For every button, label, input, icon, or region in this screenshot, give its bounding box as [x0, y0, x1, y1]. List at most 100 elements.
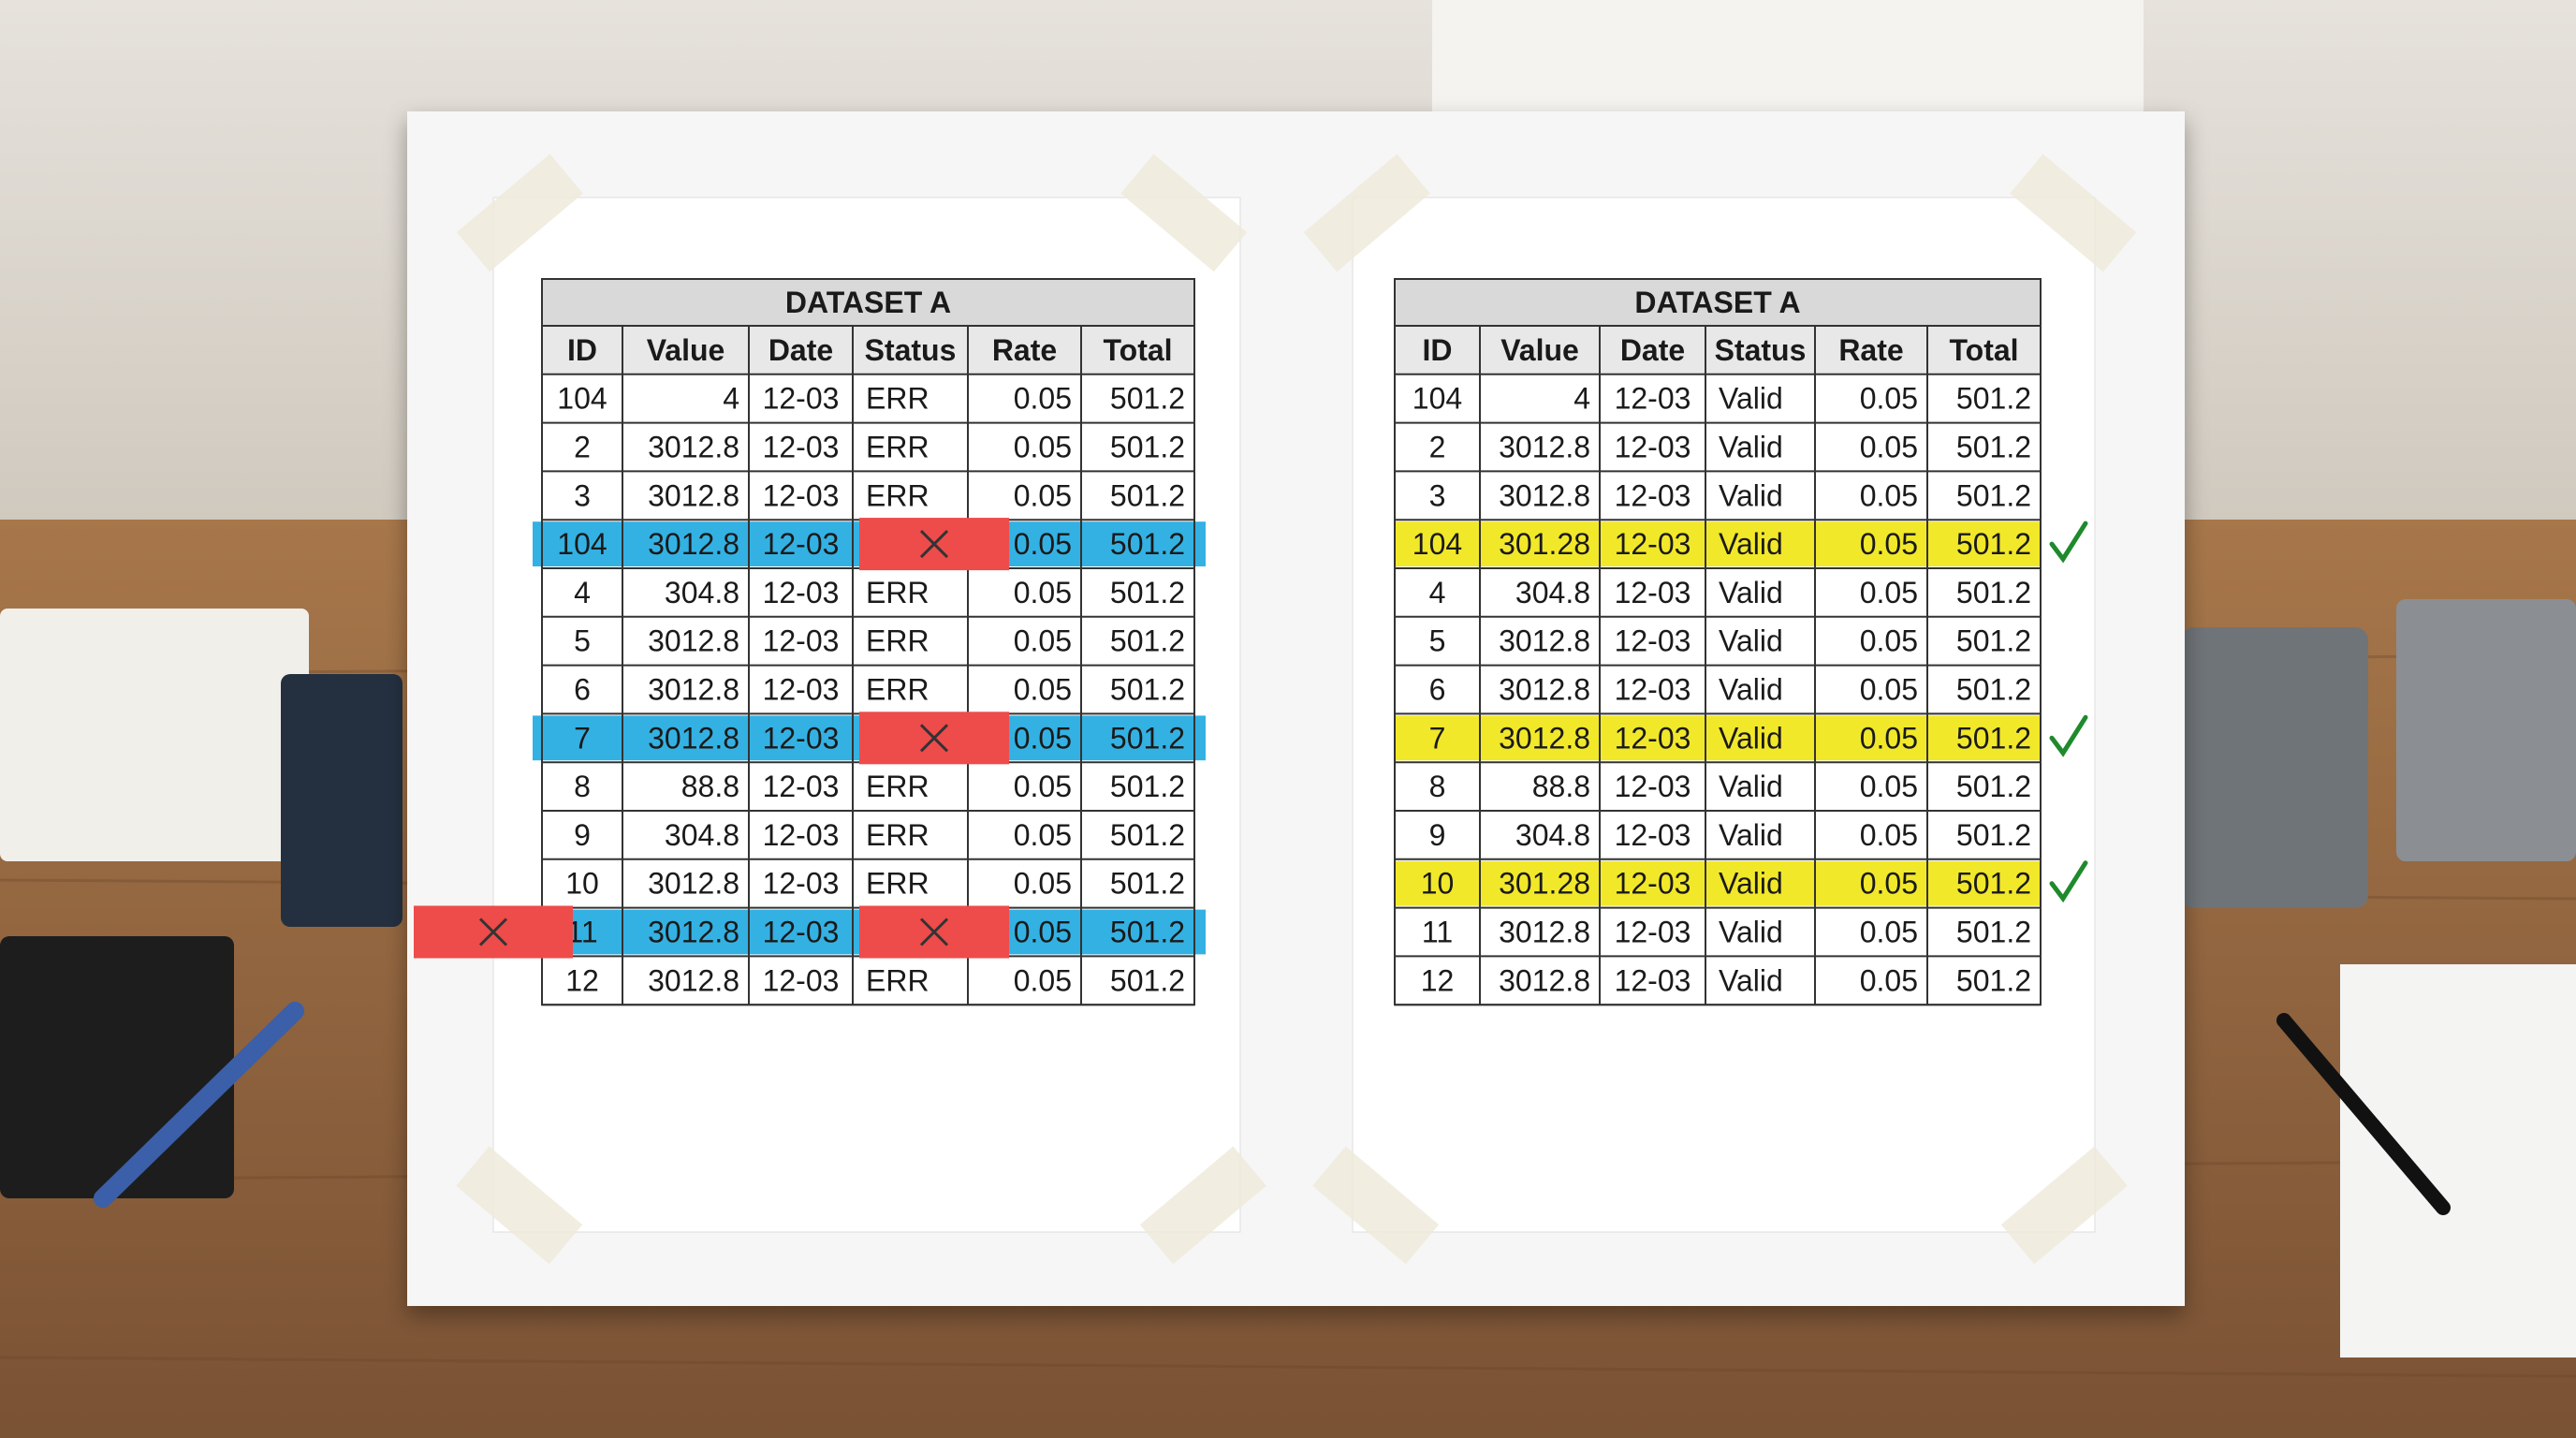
- cell: 12-03: [1615, 624, 1691, 658]
- cell: 0.05: [1014, 818, 1072, 852]
- header-row: [542, 326, 1194, 374]
- cell: 0.05: [1014, 527, 1072, 561]
- cell: 104: [557, 527, 607, 561]
- cell: 4: [723, 382, 739, 416]
- cell: 501.2: [1956, 673, 2031, 707]
- cell: 104: [1412, 382, 1462, 416]
- cell: 301.28: [1499, 867, 1590, 901]
- cell: 501.2: [1110, 673, 1185, 707]
- cell: 12-03: [1615, 431, 1691, 464]
- cell: 12-03: [1615, 673, 1691, 707]
- cell: Valid: [1719, 721, 1783, 755]
- cell: Valid: [1719, 818, 1783, 852]
- cell: 12-03: [1615, 818, 1691, 852]
- cell: 3012.8: [1499, 673, 1590, 707]
- column-header: Rate: [1838, 333, 1903, 367]
- cell: 7: [1429, 721, 1446, 755]
- cell: 0.05: [1860, 721, 1918, 755]
- cell: 0.05: [1860, 770, 1918, 803]
- cell: 0.05: [1014, 382, 1072, 416]
- cell: 501.2: [1110, 963, 1185, 997]
- x-mark: [478, 917, 508, 946]
- check-mark: [2049, 714, 2088, 757]
- cell: 12-03: [763, 576, 840, 609]
- cell: 2: [1429, 431, 1446, 464]
- pen-holder: [2396, 599, 2576, 861]
- cell: 3: [1429, 478, 1446, 512]
- cell: 104: [557, 382, 607, 416]
- cell: 501.2: [1110, 527, 1185, 561]
- column-header: Value: [647, 333, 725, 367]
- cell: 0.05: [1014, 431, 1072, 464]
- cell: 501.2: [1110, 576, 1185, 609]
- cell: 9: [574, 818, 591, 852]
- cell: 501.2: [1956, 867, 2031, 901]
- cell: 501.2: [1956, 963, 2031, 997]
- cell: Valid: [1719, 867, 1783, 901]
- cell: 10: [1421, 867, 1455, 901]
- cell: Valid: [1719, 382, 1783, 416]
- cell: 12-03: [763, 673, 840, 707]
- cell: 0.05: [1860, 963, 1918, 997]
- cell: 3012.8: [648, 478, 739, 512]
- cell: 11: [1422, 916, 1453, 949]
- cell: Valid: [1719, 916, 1783, 949]
- table-title: DATASET A: [1634, 286, 1800, 319]
- cell: ERR: [866, 382, 929, 416]
- pen: [2276, 1013, 2451, 1215]
- row-highlight: [1395, 715, 2041, 761]
- cell: 12-03: [1615, 770, 1691, 803]
- cell: 0.05: [1860, 382, 1918, 416]
- cell: 88.8: [681, 770, 739, 803]
- cell: 0.05: [1860, 673, 1918, 707]
- cell: 3012.8: [648, 431, 739, 464]
- cell: 0.05: [1860, 527, 1918, 561]
- cell: ERR: [866, 963, 929, 997]
- notes: [414, 518, 2088, 959]
- table-title: DATASET A: [785, 286, 951, 319]
- cell: 0.05: [1014, 624, 1072, 658]
- cell: 501.2: [1110, 721, 1185, 755]
- cell: 3012.8: [1499, 624, 1590, 658]
- x-mark: [919, 917, 949, 946]
- column-header: Rate: [992, 333, 1057, 367]
- cell: 3012.8: [648, 673, 739, 707]
- cell: 0.05: [1860, 576, 1918, 609]
- cell: 3012.8: [648, 527, 739, 561]
- cell: 501.2: [1956, 624, 2031, 658]
- x-mark: [919, 530, 949, 559]
- cell: 501.2: [1110, 382, 1185, 416]
- cell: 12-03: [763, 963, 840, 997]
- cell: 0.05: [1014, 478, 1072, 512]
- cell: 12-03: [1615, 916, 1691, 949]
- x-mark: [919, 724, 949, 753]
- cell: 0.05: [1860, 818, 1918, 852]
- cell: 3012.8: [1499, 431, 1590, 464]
- cell: Valid: [1719, 770, 1783, 803]
- cell: Valid: [1719, 673, 1783, 707]
- cell: Valid: [1719, 478, 1783, 512]
- grid: [541, 278, 1195, 1006]
- cell: 12-03: [1615, 527, 1691, 561]
- cell: 104: [1412, 527, 1462, 561]
- cell: 301.28: [1499, 527, 1590, 561]
- cell: 3012.8: [1499, 478, 1590, 512]
- cell: 304.8: [1515, 818, 1590, 852]
- cell: ERR: [866, 576, 929, 609]
- cell: 3012.8: [648, 963, 739, 997]
- column-header: Total: [1103, 333, 1172, 367]
- cell: 12-03: [763, 527, 840, 561]
- cell: ERR: [866, 478, 929, 512]
- cell: 501.2: [1956, 382, 2031, 416]
- cell: 0.05: [1014, 673, 1072, 707]
- header-row: [1395, 326, 2041, 374]
- cell: 501.2: [1956, 527, 2031, 561]
- cell: 304.8: [665, 576, 739, 609]
- cell: 501.2: [1956, 721, 2031, 755]
- cell: 304.8: [665, 818, 739, 852]
- cell: ERR: [866, 770, 929, 803]
- cell: ERR: [866, 818, 929, 852]
- cell: 0.05: [1014, 963, 1072, 997]
